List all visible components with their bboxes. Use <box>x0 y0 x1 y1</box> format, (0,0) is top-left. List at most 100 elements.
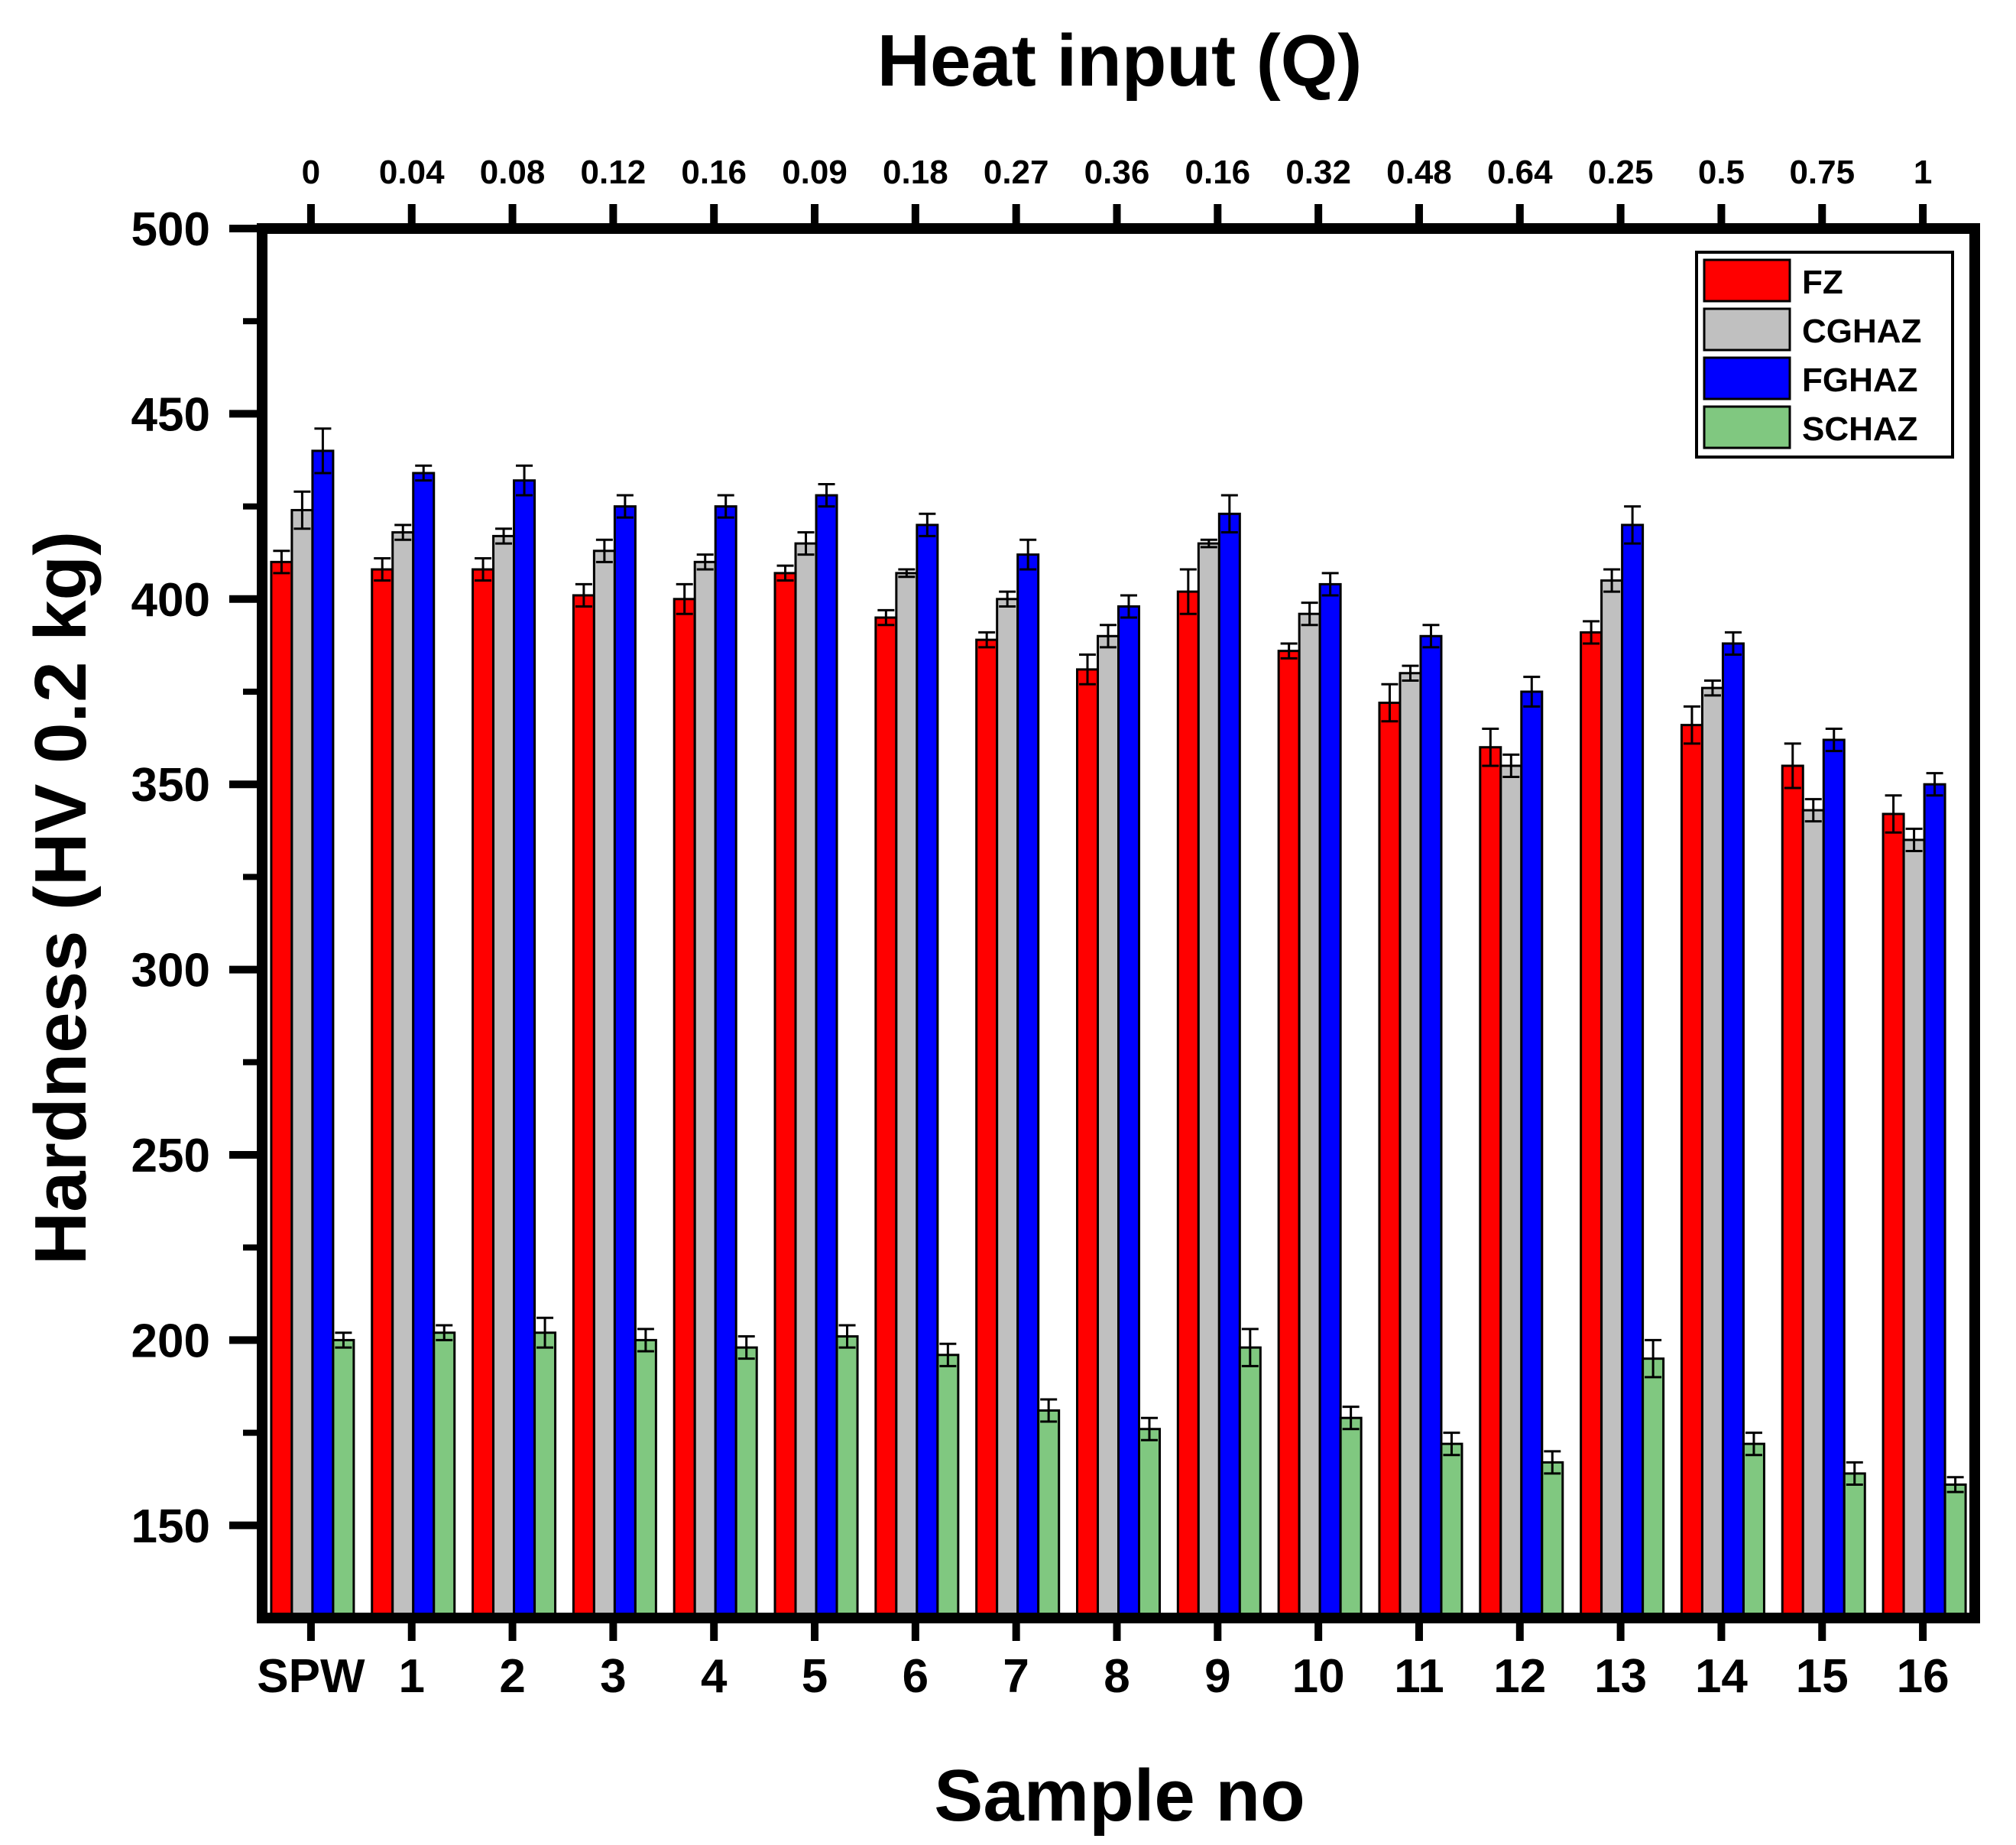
top-tick-label: 0.75 <box>1789 154 1855 191</box>
bar-cghaz-spw <box>290 508 314 1620</box>
x-tick-label: 12 <box>1493 1650 1546 1703</box>
bar-cghaz-9 <box>1197 542 1220 1620</box>
bar-schaz-7 <box>1037 1409 1061 1620</box>
error-bar-cghaz-9 <box>1200 538 1217 549</box>
top-axis: 0 0.04 0.08 0.12 0.16 0.09 0.18 0.27 0.36 0.16 0.3… <box>302 154 1932 229</box>
top-tick-label: 0.5 <box>1698 154 1745 191</box>
error-bar-cghaz-14 <box>1703 679 1721 697</box>
error-bar-schaz-2 <box>536 1316 554 1349</box>
x-tick-label: 13 <box>1594 1650 1647 1703</box>
bar-fghaz-11 <box>1419 634 1443 1620</box>
bar-fghaz-5 <box>815 494 838 1620</box>
bar-fz-11 <box>1378 702 1402 1620</box>
bar-fz-10 <box>1277 650 1301 1620</box>
x-axis-label: Sample no <box>934 1755 1305 1837</box>
legend-label-cghaz: CGHAZ <box>1802 313 1921 350</box>
x-tick-label: 6 <box>903 1650 929 1703</box>
legend-swatch-schaz <box>1703 405 1791 449</box>
error-bar-schaz-11 <box>1443 1432 1460 1457</box>
bar-schaz-12 <box>1541 1461 1564 1620</box>
error-bar-cghaz-7 <box>999 590 1016 608</box>
error-bar-schaz-3 <box>637 1328 654 1353</box>
bar-schaz-9 <box>1238 1346 1262 1620</box>
y-axis: 150 200 250 300 350 400 450 500 <box>131 203 262 1553</box>
bar-schaz-10 <box>1339 1416 1363 1620</box>
bar-fz-4 <box>673 598 696 1620</box>
error-bar-cghaz-6 <box>898 568 916 579</box>
error-bar-fz-2 <box>475 556 492 582</box>
legend-swatch-fghaz <box>1703 356 1791 400</box>
error-bar-cghaz-2 <box>495 527 513 545</box>
legend-swatch-cghaz <box>1703 307 1791 352</box>
error-bar-fz-10 <box>1280 642 1298 660</box>
bar-fz-spw <box>270 560 293 1620</box>
error-bar-fz-13 <box>1583 620 1600 645</box>
error-bar-fghaz-3 <box>616 494 634 519</box>
bar-fz-9 <box>1176 590 1200 1620</box>
error-bar-fz-1 <box>374 556 391 582</box>
bar-schaz-16 <box>1943 1483 1967 1620</box>
error-bar-cghaz-4 <box>696 553 714 571</box>
error-bar-schaz-9 <box>1241 1328 1259 1367</box>
top-tick-label: 0.04 <box>379 154 445 191</box>
bar-fz-6 <box>874 616 898 1620</box>
error-bar-cghaz-11 <box>1402 664 1419 682</box>
error-bar-schaz-16 <box>1946 1476 1964 1493</box>
x-axis: SPW 1 2 3 4 5 6 7 8 9 10 11 12 13 14 15 16 <box>257 1618 1950 1703</box>
bar-fghaz-1 <box>412 472 436 1620</box>
bar-fz-15 <box>1781 764 1804 1620</box>
error-bar-cghaz-12 <box>1502 753 1520 778</box>
top-tick-label: 0.27 <box>984 154 1049 191</box>
bar-cghaz-6 <box>895 572 919 1620</box>
error-bar-cghaz-5 <box>797 531 815 556</box>
bar-fz-5 <box>773 572 797 1620</box>
bar-fz-16 <box>1881 812 1905 1620</box>
bar-fghaz-12 <box>1520 690 1544 1620</box>
bar-fghaz-14 <box>1721 642 1745 1620</box>
bar-cghaz-7 <box>996 598 1019 1620</box>
x-tick-label: 8 <box>1104 1650 1130 1703</box>
error-bar-cghaz-1 <box>394 524 412 541</box>
error-bar-fghaz-14 <box>1724 631 1742 657</box>
x-tick-label: 11 <box>1394 1650 1444 1703</box>
error-bar-fghaz-4 <box>717 494 734 519</box>
error-bar-fz-15 <box>1784 742 1801 790</box>
bar-cghaz-11 <box>1399 672 1422 1620</box>
error-bar-schaz-12 <box>1544 1450 1561 1475</box>
error-bar-fghaz-6 <box>919 512 936 537</box>
x-tick-label: 9 <box>1204 1650 1230 1703</box>
series-schaz <box>332 1316 1967 1620</box>
error-bar-schaz-6 <box>939 1342 957 1367</box>
y-axis-label: Hardness (HV 0.2 kg) <box>20 531 102 1265</box>
error-bar-fghaz-15 <box>1825 727 1843 753</box>
error-bar-fz-8 <box>1079 653 1096 686</box>
bar-fghaz-7 <box>1016 553 1040 1620</box>
y-tick-label: 350 <box>131 759 210 812</box>
bar-fz-13 <box>1580 631 1603 1620</box>
bar-fghaz-2 <box>513 479 536 1620</box>
bar-cghaz-13 <box>1600 579 1624 1620</box>
error-bar-fghaz-1 <box>415 464 433 482</box>
bar-schaz-2 <box>533 1331 557 1620</box>
bar-fghaz-15 <box>1822 738 1846 1620</box>
y-tick-label: 300 <box>131 945 210 997</box>
error-bar-fz-6 <box>877 608 895 627</box>
bar-schaz-spw <box>332 1338 355 1620</box>
chart-title: Heat input (Q) <box>877 20 1363 102</box>
bar-cghaz-3 <box>592 550 616 1620</box>
y-tick-label: 250 <box>131 1130 210 1182</box>
error-bar-fghaz-spw <box>314 427 332 475</box>
error-bar-schaz-14 <box>1745 1432 1762 1457</box>
bar-schaz-3 <box>634 1338 657 1620</box>
bar-schaz-8 <box>1138 1428 1161 1620</box>
error-bar-fghaz-5 <box>818 483 835 508</box>
y-tick-label: 450 <box>131 388 210 441</box>
bar-fghaz-3 <box>613 505 637 1620</box>
bar-fghaz-9 <box>1217 512 1241 1620</box>
x-tick-label: 14 <box>1695 1650 1748 1703</box>
top-tick-label: 0.09 <box>782 154 848 191</box>
top-tick-label: 0.36 <box>1084 154 1150 191</box>
y-tick-label: 400 <box>131 574 210 627</box>
bar-schaz-14 <box>1742 1442 1765 1620</box>
series-cghaz <box>290 490 1926 1620</box>
